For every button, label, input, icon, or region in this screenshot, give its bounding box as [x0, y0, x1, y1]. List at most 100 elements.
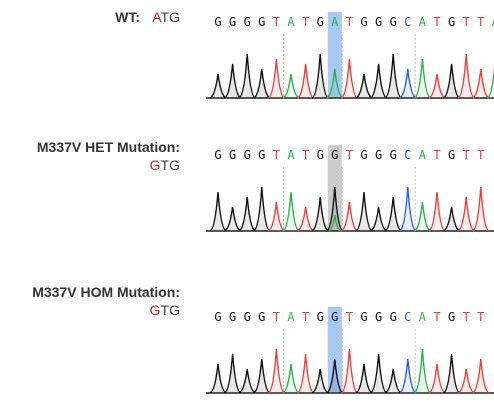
het-codon-base: G [149, 157, 161, 173]
base-call: G [317, 148, 324, 162]
base-call: T [273, 148, 280, 162]
trace-peak [428, 73, 446, 99]
trace-peak [297, 353, 315, 394]
hom-codon-base: G [149, 302, 161, 318]
base-call: T [433, 15, 440, 29]
base-call: G [214, 310, 221, 324]
base-call: G [214, 148, 221, 162]
trace-peak [311, 53, 329, 99]
trace-peak [297, 63, 315, 99]
base-call: T [477, 310, 484, 324]
base-call: G [317, 15, 324, 29]
hom-codon-rest: TG [160, 302, 180, 318]
base-call: G [317, 310, 324, 324]
trace-peak [209, 73, 227, 99]
trace-peak [457, 53, 475, 99]
base-call: G [258, 310, 265, 324]
trace-peak [370, 63, 388, 99]
base-call: G [244, 148, 251, 162]
trace-peak [399, 186, 417, 232]
trace-peak [340, 58, 358, 99]
trace-peak [355, 73, 373, 99]
trace-peak [355, 363, 373, 394]
trace-peak [224, 63, 242, 99]
base-call: C [404, 148, 411, 162]
trace-peak [209, 363, 227, 394]
trace-peak [413, 201, 431, 232]
base-call: A [287, 15, 295, 29]
trace-peak [443, 353, 461, 394]
wt-codon-base: A [152, 9, 161, 25]
base-call: T [433, 148, 440, 162]
wt-codon-rest: TG [160, 9, 180, 25]
trace-peak [282, 73, 300, 99]
base-call: G [258, 148, 265, 162]
hom-codon: GTG [32, 302, 180, 318]
base-call: T [302, 310, 309, 324]
trace-peak [457, 196, 475, 232]
trace-peak [472, 358, 490, 394]
trace-peak [253, 186, 271, 232]
trace-peak [399, 68, 417, 99]
base-call: T [302, 148, 309, 162]
het-title: M337V HET Mutation: [36, 139, 180, 155]
base-call: C [404, 310, 411, 324]
base-call: T [477, 148, 484, 162]
base-call: G [331, 148, 338, 162]
trace-peak [428, 191, 446, 232]
trace-peak [282, 191, 300, 232]
trace-peak [326, 186, 344, 232]
base-call: G [375, 15, 382, 29]
base-call: T [346, 148, 353, 162]
wt-chromatogram-svg: GGGGTATGATGGGCATGTTA [206, 12, 494, 99]
trace-peak [428, 363, 446, 394]
trace-peak [326, 358, 344, 394]
base-call: T [346, 310, 353, 324]
trace-peak [238, 368, 256, 394]
base-call: G [244, 15, 251, 29]
trace-peak [355, 191, 373, 232]
wt-title: WT: [115, 9, 140, 25]
trace-peak [472, 186, 490, 232]
base-call: A [287, 148, 295, 162]
trace-peak [443, 63, 461, 99]
trace-peak [224, 206, 241, 232]
wt-chromatogram: GGGGTATGATGGGCATGTTA [206, 12, 494, 102]
base-call: T [463, 148, 470, 162]
base-call: G [258, 15, 265, 29]
trace-peak [457, 368, 475, 394]
base-call: T [433, 310, 440, 324]
base-call: T [346, 15, 353, 29]
trace-peak [311, 368, 329, 394]
wt-codon: ATG [144, 9, 180, 25]
trace-peak [370, 353, 388, 394]
trace-peak [340, 201, 358, 232]
trace-peak [224, 353, 242, 394]
base-call: G [331, 310, 338, 324]
base-call: T [273, 310, 280, 324]
secondary-peak [328, 214, 342, 232]
base-call: A [492, 15, 494, 29]
base-call: A [331, 15, 339, 29]
trace-peak [238, 196, 256, 232]
base-call: C [404, 15, 411, 29]
base-call: T [463, 310, 470, 324]
base-call: A [419, 148, 427, 162]
trace-peak [253, 68, 271, 99]
highlight-column [327, 307, 342, 393]
base-call: G [375, 148, 382, 162]
trace-peak [443, 206, 460, 232]
het-label: M337V HET Mutation: GTG [37, 139, 180, 173]
base-call: G [448, 148, 455, 162]
trace-peak [340, 348, 358, 394]
trace-peak [311, 196, 329, 232]
trace-peak [472, 68, 490, 99]
trace-peak [399, 358, 417, 394]
trace-peak [384, 196, 402, 232]
wt-label: WT: ATG [115, 9, 180, 27]
trace-peak [267, 58, 285, 99]
base-call: G [448, 15, 455, 29]
